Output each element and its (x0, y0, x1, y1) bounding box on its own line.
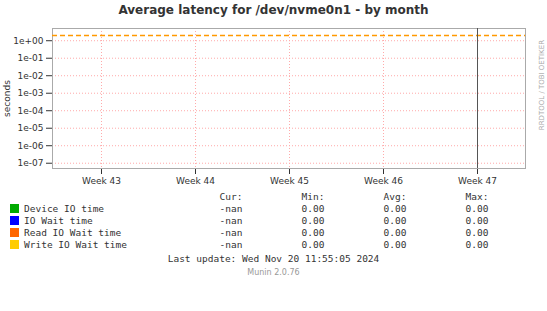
html-text:IO Wait time: IO Wait time (24, 214, 93, 226)
svg-text:Week 46: Week 46 (364, 176, 403, 186)
html-text:0.00: 0.00 (301, 226, 325, 238)
svg-text:1e-03: 1e-03 (18, 88, 44, 98)
html-text:0.00: 0.00 (383, 238, 407, 250)
svg-text:1e-07: 1e-07 (18, 158, 44, 168)
html-text:0.00: 0.00 (465, 214, 489, 226)
html-text:-nan: -nan (219, 214, 243, 226)
svg-text:Week 47: Week 47 (458, 176, 497, 186)
svg-text:seconds: seconds (2, 80, 12, 117)
svg-text:Week 44: Week 44 (176, 176, 215, 186)
svg-text:1e-05: 1e-05 (18, 123, 44, 133)
html-text:Read IO Wait time: Read IO Wait time (24, 226, 122, 238)
html-text:0.00: 0.00 (465, 238, 489, 250)
html-text:Device IO time: Device IO time (24, 202, 105, 214)
html-text:0.00: 0.00 (301, 202, 325, 214)
html-text:0.00: 0.00 (301, 214, 325, 226)
html-text:Cur:: Cur: (219, 190, 243, 202)
svg-text:1e-04: 1e-04 (18, 106, 44, 116)
html-text:Avg:: Avg: (383, 190, 407, 202)
html-text:Munin 2.0.76: Munin 2.0.76 (247, 268, 300, 277)
svg-text:1e-01: 1e-01 (18, 53, 44, 63)
html-text:RRDTOOL / TOBI OETIKER: RRDTOOL / TOBI OETIKER (538, 40, 546, 131)
html-text:0.00: 0.00 (465, 202, 489, 214)
html-text:-nan: -nan (219, 226, 243, 238)
html-text:Max:: Max: (465, 190, 489, 202)
html-text:Min:: Min: (301, 190, 325, 202)
svg-text:Week 45: Week 45 (270, 176, 309, 186)
svg-text:1e-06: 1e-06 (18, 141, 44, 151)
html-text:0.00: 0.00 (383, 202, 407, 214)
svg-text:1e+00: 1e+00 (13, 36, 44, 46)
html-text:Last update: Wed Nov 20 11:55:: Last update: Wed Nov 20 11:55:05 2024 (167, 253, 380, 264)
html-text:Average latency for /dev/nvme0: Average latency for /dev/nvme0n1 - by mo… (118, 3, 429, 17)
html-text:0.00: 0.00 (383, 214, 407, 226)
html-text:Write IO Wait time: Write IO Wait time (24, 238, 127, 250)
svg-text:1e-02: 1e-02 (18, 71, 44, 81)
html-text:0.00: 0.00 (301, 238, 325, 250)
html-text:0.00: 0.00 (383, 226, 407, 238)
svg-text:Week 43: Week 43 (82, 176, 121, 186)
html-text:-nan: -nan (219, 238, 243, 250)
html-text:-nan: -nan (219, 202, 243, 214)
html-text:0.00: 0.00 (465, 226, 489, 238)
